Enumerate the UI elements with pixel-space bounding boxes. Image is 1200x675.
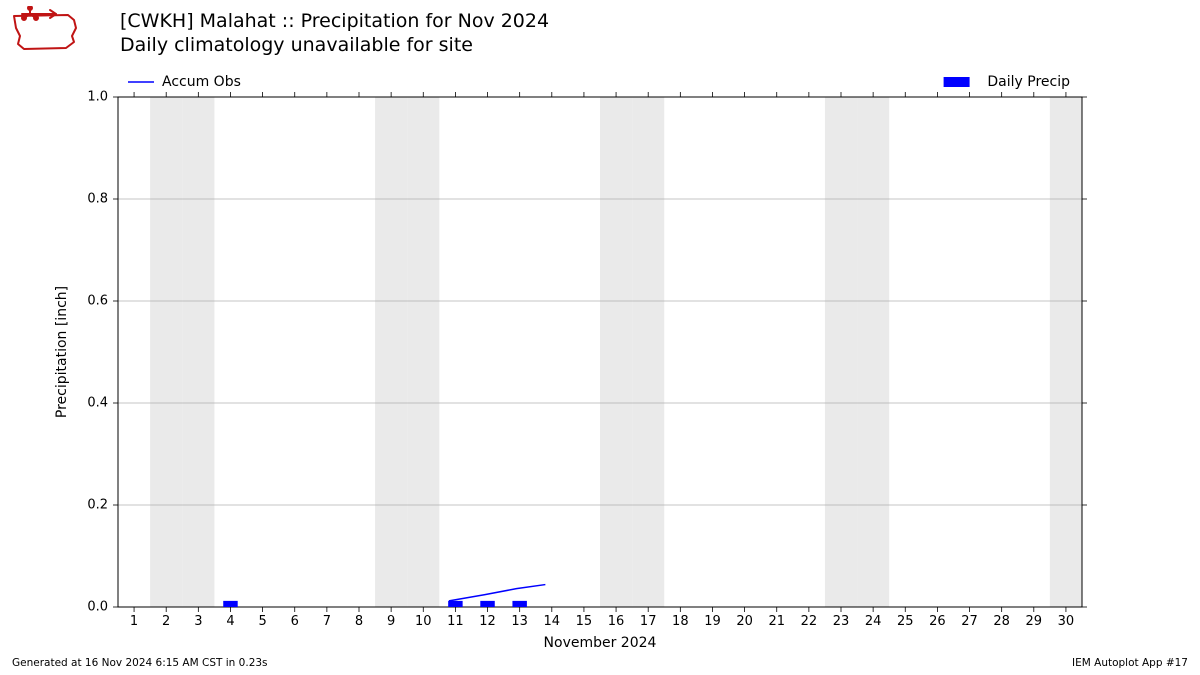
svg-text:2: 2: [162, 614, 170, 629]
svg-text:25: 25: [897, 614, 914, 629]
svg-text:16: 16: [608, 614, 625, 629]
svg-text:9: 9: [387, 614, 395, 629]
svg-text:17: 17: [640, 614, 657, 629]
svg-text:10: 10: [415, 614, 432, 629]
svg-text:12: 12: [479, 614, 496, 629]
svg-text:23: 23: [833, 614, 850, 629]
svg-text:1: 1: [130, 614, 138, 629]
svg-text:14: 14: [544, 614, 561, 629]
svg-text:6: 6: [291, 614, 299, 629]
svg-text:18: 18: [672, 614, 689, 629]
svg-text:7: 7: [323, 614, 331, 629]
svg-text:26: 26: [929, 614, 946, 629]
svg-text:Accum Obs: Accum Obs: [162, 74, 241, 90]
svg-text:Daily Precip: Daily Precip: [987, 74, 1070, 90]
footer-app: IEM Autoplot App #17: [1072, 657, 1188, 669]
svg-text:22: 22: [801, 614, 818, 629]
svg-text:19: 19: [704, 614, 721, 629]
precipitation-chart: 0.00.20.40.60.81.01234567891011121314151…: [0, 0, 1200, 675]
svg-text:11: 11: [447, 614, 464, 629]
svg-text:28: 28: [993, 614, 1010, 629]
svg-text:5: 5: [258, 614, 266, 629]
footer-generated: Generated at 16 Nov 2024 6:15 AM CST in …: [12, 657, 268, 669]
svg-text:Precipitation [inch]: Precipitation [inch]: [54, 286, 70, 418]
svg-text:13: 13: [511, 614, 528, 629]
svg-text:November 2024: November 2024: [544, 635, 657, 651]
svg-text:1.0: 1.0: [87, 90, 108, 105]
svg-text:8: 8: [355, 614, 363, 629]
svg-text:0.2: 0.2: [87, 498, 108, 513]
svg-text:29: 29: [1026, 614, 1043, 629]
svg-text:27: 27: [961, 614, 978, 629]
svg-text:20: 20: [736, 614, 753, 629]
svg-text:0.0: 0.0: [87, 600, 108, 615]
svg-text:0.8: 0.8: [87, 192, 108, 207]
svg-text:0.6: 0.6: [87, 294, 108, 309]
svg-text:24: 24: [865, 614, 882, 629]
svg-text:4: 4: [226, 614, 234, 629]
svg-text:21: 21: [768, 614, 785, 629]
svg-text:3: 3: [194, 614, 202, 629]
svg-text:0.4: 0.4: [87, 396, 108, 411]
svg-text:30: 30: [1058, 614, 1075, 629]
svg-text:15: 15: [576, 614, 593, 629]
